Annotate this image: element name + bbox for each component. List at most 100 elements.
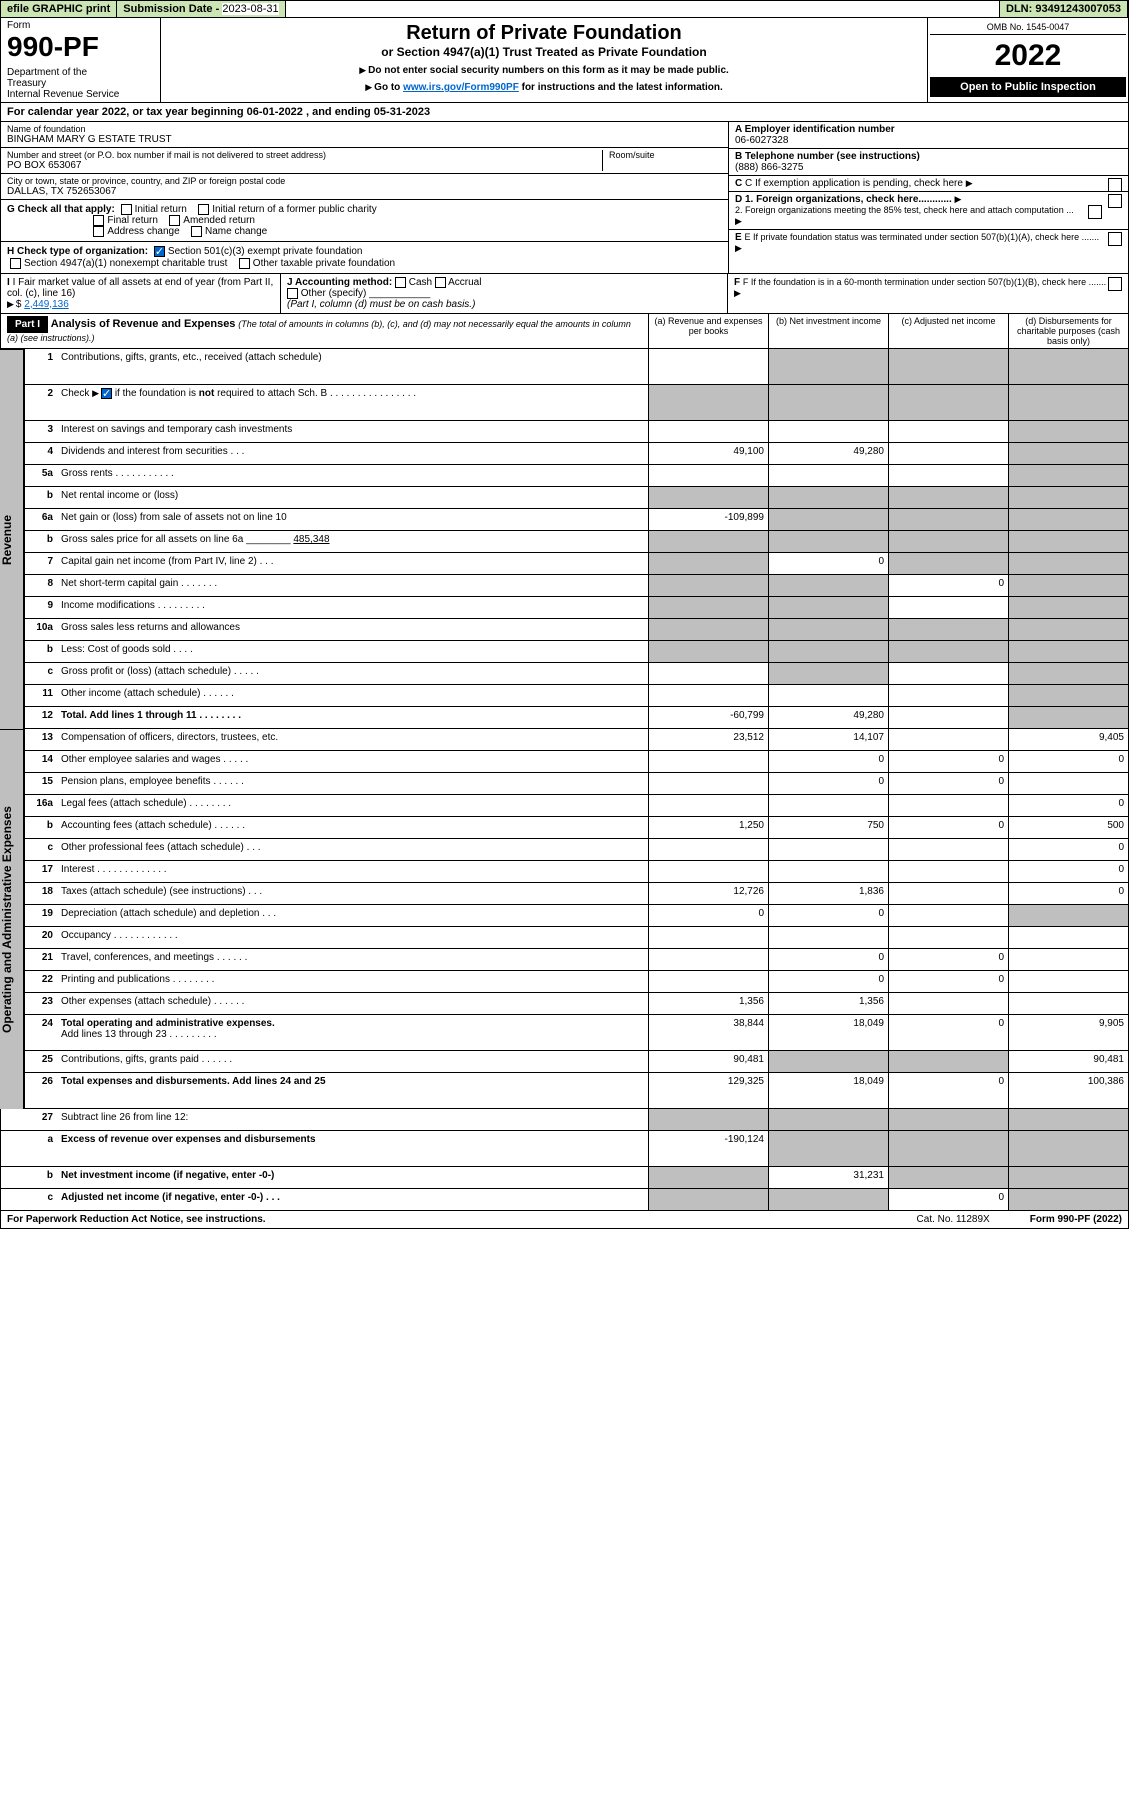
calendar-year-line: For calendar year 2022, or tax year begi… — [0, 103, 1129, 122]
omb-number: OMB No. 1545-0047 — [930, 20, 1126, 35]
line-2: 2Check if the foundation is not required… — [24, 385, 1129, 421]
line-24: 24Total operating and administrative exp… — [24, 1015, 1129, 1051]
col-b-head: (b) Net investment income — [768, 314, 888, 348]
line-27b: bNet investment income (if negative, ent… — [0, 1167, 1129, 1189]
final-return-checkbox[interactable] — [93, 215, 104, 226]
d2-checkbox[interactable] — [1088, 205, 1102, 219]
e-cell: E E If private foundation status was ter… — [729, 230, 1128, 256]
line-8: 8Net short-term capital gain . . . . . .… — [24, 575, 1129, 597]
entity-info: Name of foundation BINGHAM MARY G ESTATE… — [0, 122, 1129, 274]
form-label: Form — [7, 20, 154, 31]
ein-cell: A Employer identification number 06-6027… — [729, 122, 1128, 149]
other-method-checkbox[interactable] — [287, 288, 298, 299]
line-27c: cAdjusted net income (if negative, enter… — [0, 1189, 1129, 1211]
line-7: 7Capital gain net income (from Part IV, … — [24, 553, 1129, 575]
form-ref: Form 990-PF (2022) — [1030, 1214, 1122, 1225]
name-change-checkbox[interactable] — [191, 226, 202, 237]
501c3-checkbox[interactable] — [154, 246, 165, 257]
fmv-link[interactable]: 2,449,136 — [24, 299, 69, 310]
col-d-head: (d) Disbursements for charitable purpose… — [1008, 314, 1128, 348]
line-21: 21Travel, conferences, and meetings . . … — [24, 949, 1129, 971]
line-13: 13Compensation of officers, directors, t… — [24, 729, 1129, 751]
room-label: Room/suite — [609, 150, 722, 160]
accrual-checkbox[interactable] — [435, 277, 446, 288]
line-6b: bGross sales price for all assets on lin… — [24, 531, 1129, 553]
line-11: 11Other income (attach schedule) . . . .… — [24, 685, 1129, 707]
c-cell: C C If exemption application is pending,… — [729, 176, 1128, 192]
line-3: 3Interest on savings and temporary cash … — [24, 421, 1129, 443]
dln: DLN: 93491243007053 — [999, 1, 1128, 17]
title-block: Return of Private Foundation or Section … — [161, 18, 928, 102]
other-taxable-checkbox[interactable] — [239, 258, 250, 269]
line-27a: aExcess of revenue over expenses and dis… — [0, 1131, 1129, 1167]
amended-return-checkbox[interactable] — [169, 215, 180, 226]
cash-checkbox[interactable] — [395, 277, 406, 288]
line-23: 23Other expenses (attach schedule) . . .… — [24, 993, 1129, 1015]
line-27: 27Subtract line 26 from line 12: — [0, 1109, 1129, 1131]
line-18: 18Taxes (attach schedule) (see instructi… — [24, 883, 1129, 905]
line-16b: bAccounting fees (attach schedule) . . .… — [24, 817, 1129, 839]
line-5a: 5aGross rents . . . . . . . . . . . — [24, 465, 1129, 487]
part1-label: Part I — [7, 316, 48, 333]
line-9: 9Income modifications . . . . . . . . . — [24, 597, 1129, 619]
city-cell: City or town, state or province, country… — [1, 174, 728, 200]
d1-checkbox[interactable] — [1108, 194, 1122, 208]
line-17: 17Interest . . . . . . . . . . . . .0 — [24, 861, 1129, 883]
ein: 06-6027328 — [735, 135, 788, 146]
inspection-badge: Open to Public Inspection — [930, 77, 1126, 97]
efile-label[interactable]: efile GRAPHIC print — [1, 1, 117, 17]
line-16c: cOther professional fees (attach schedul… — [24, 839, 1129, 861]
top-bar: efile GRAPHIC print Submission Date - 20… — [0, 0, 1129, 18]
g-check-row: G Check all that apply: Initial return I… — [1, 200, 728, 242]
line-14: 14Other employee salaries and wages . . … — [24, 751, 1129, 773]
phone-cell: B Telephone number (see instructions) (8… — [729, 149, 1128, 176]
line-15: 15Pension plans, employee benefits . . .… — [24, 773, 1129, 795]
part1-header: Part I Analysis of Revenue and Expenses … — [0, 314, 1129, 349]
line-5b: bNet rental income or (loss) — [24, 487, 1129, 509]
irs-link[interactable]: www.irs.gov/Form990PF — [403, 82, 519, 93]
line-19: 19Depreciation (attach schedule) and dep… — [24, 905, 1129, 927]
line-4: 4Dividends and interest from securities … — [24, 443, 1129, 465]
line-10c: cGross profit or (loss) (attach schedule… — [24, 663, 1129, 685]
initial-return-checkbox[interactable] — [121, 204, 132, 215]
address-change-checkbox[interactable] — [93, 226, 104, 237]
form-number: 990-PF — [7, 31, 154, 63]
tax-year: 2022 — [930, 35, 1126, 77]
f-checkbox[interactable] — [1108, 277, 1122, 291]
phone: (888) 866-3275 — [735, 162, 803, 173]
schb-checkbox[interactable] — [101, 388, 112, 399]
expenses-section: Operating and Administrative Expenses 13… — [0, 729, 1129, 1109]
year-block: OMB No. 1545-0047 2022 Open to Public In… — [928, 18, 1128, 102]
form-note2: Go to www.irs.gov/Form990PF for instruct… — [169, 82, 919, 93]
city-state-zip: DALLAS, TX 752653067 — [7, 186, 722, 197]
line-16a: 16aLegal fees (attach schedule) . . . . … — [24, 795, 1129, 817]
pra-notice: For Paperwork Reduction Act Notice, see … — [7, 1214, 266, 1225]
footer: For Paperwork Reduction Act Notice, see … — [0, 1211, 1129, 1229]
address-cell: Number and street (or P.O. box number if… — [1, 148, 728, 174]
form-title: Return of Private Foundation — [169, 22, 919, 45]
line-6a: 6aNet gain or (loss) from sale of assets… — [24, 509, 1129, 531]
f-cell: F F If the foundation is in a 60-month t… — [728, 274, 1128, 313]
line-12: 12Total. Add lines 1 through 11 . . . . … — [24, 707, 1129, 729]
form-id-block: Form 990-PF Department of theTreasuryInt… — [1, 18, 161, 102]
e-checkbox[interactable] — [1108, 232, 1122, 246]
line-26: 26Total expenses and disbursements. Add … — [24, 1073, 1129, 1109]
i-cell: I I Fair market value of all assets at e… — [1, 274, 281, 313]
d-cell: D 1. Foreign organizations, check here..… — [729, 192, 1128, 230]
foundation-name: BINGHAM MARY G ESTATE TRUST — [7, 134, 722, 145]
revenue-side-label: Revenue — [0, 349, 24, 729]
line-25: 25Contributions, gifts, grants paid . . … — [24, 1051, 1129, 1073]
line-1: 1Contributions, gifts, grants, etc., rec… — [24, 349, 1129, 385]
col-a-head: (a) Revenue and expenses per books — [648, 314, 768, 348]
c-checkbox[interactable] — [1108, 178, 1122, 192]
foundation-name-cell: Name of foundation BINGHAM MARY G ESTATE… — [1, 122, 728, 148]
revenue-section: Revenue 1Contributions, gifts, grants, e… — [0, 349, 1129, 729]
expenses-side-label: Operating and Administrative Expenses — [0, 729, 24, 1109]
4947-checkbox[interactable] — [10, 258, 21, 269]
line-22: 22Printing and publications . . . . . . … — [24, 971, 1129, 993]
h-check-row: H Check type of organization: Section 50… — [1, 242, 728, 272]
j-cell: J Accounting method: Cash Accrual Other … — [281, 274, 728, 313]
initial-public-checkbox[interactable] — [198, 204, 209, 215]
form-subtitle: or Section 4947(a)(1) Trust Treated as P… — [169, 45, 919, 59]
line-27-block: 27Subtract line 26 from line 12: aExcess… — [0, 1109, 1129, 1211]
